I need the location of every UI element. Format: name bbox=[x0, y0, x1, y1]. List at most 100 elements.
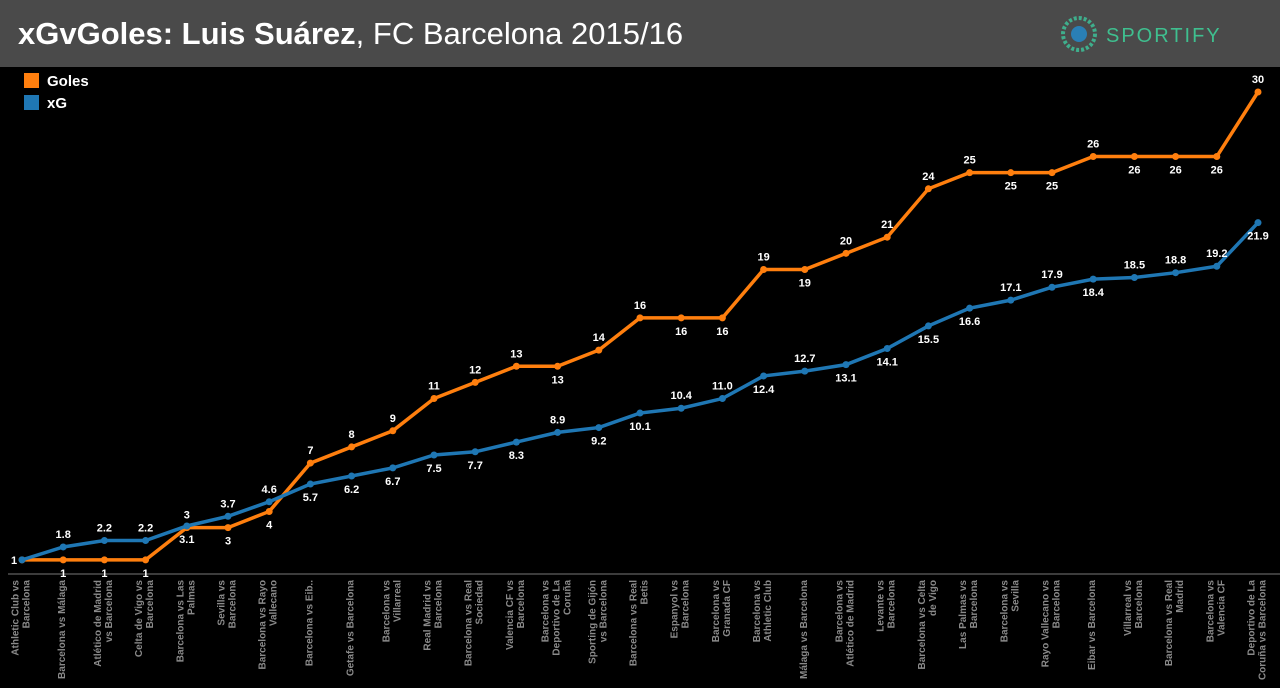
x-tick-label-line: Espanyol vs bbox=[670, 580, 681, 639]
point bbox=[966, 304, 974, 312]
point bbox=[389, 464, 397, 472]
point bbox=[471, 378, 479, 386]
point bbox=[966, 169, 974, 177]
x-tick-label: Barcelona vsAtlético de Madrid bbox=[835, 580, 857, 667]
point bbox=[842, 361, 850, 369]
point bbox=[265, 498, 273, 506]
x-tick-label: Barcelona vsValencia CF bbox=[1205, 580, 1227, 643]
data-label: 17.1 bbox=[1000, 282, 1021, 294]
point bbox=[801, 367, 809, 375]
data-label: 16 bbox=[716, 326, 728, 338]
x-tick-label-line: Barcelona vs Málaga bbox=[57, 580, 68, 679]
data-label: 18.8 bbox=[1165, 255, 1186, 267]
x-tick-label: Athletic Club vsBarcelona bbox=[11, 580, 33, 656]
x-tick-label-line: Palmas bbox=[186, 580, 197, 615]
point bbox=[883, 233, 891, 241]
data-label: 8 bbox=[349, 429, 355, 441]
x-tick-label: Rayo Vallecano vsBarcelona bbox=[1041, 580, 1063, 668]
x-tick-label: Barcelona vs RealSociedad bbox=[464, 580, 486, 666]
point bbox=[760, 372, 768, 380]
x-tick-label: Las Palmas vsBarcelona bbox=[958, 580, 980, 649]
x-tick-label: Real Madrid vsBarcelona bbox=[423, 580, 445, 651]
data-label: 18.4 bbox=[1082, 287, 1104, 299]
data-label: 18.5 bbox=[1124, 260, 1145, 272]
data-label: 5.7 bbox=[303, 492, 318, 504]
data-label: 26 bbox=[1087, 139, 1099, 151]
data-label: 1.8 bbox=[56, 529, 71, 541]
data-label: 2.2 bbox=[138, 523, 153, 535]
point bbox=[1213, 262, 1221, 270]
point bbox=[18, 556, 26, 564]
x-tick-label-line: Vallecano bbox=[269, 580, 280, 626]
x-tick-label: Sporting de Gijónvs Barcelona bbox=[587, 580, 609, 664]
data-label: 8.9 bbox=[550, 414, 565, 426]
point bbox=[1048, 283, 1056, 291]
point bbox=[677, 314, 685, 322]
x-tick-label: Villarreal vsBarcelona bbox=[1123, 580, 1145, 636]
x-tick-label-line: Barcelona vs bbox=[711, 580, 722, 643]
x-tick-label-line: Barcelona bbox=[22, 580, 33, 629]
x-tick-label: Barcelona vs RealMadrid bbox=[1164, 580, 1186, 666]
point bbox=[430, 395, 438, 403]
data-label: 19 bbox=[757, 251, 769, 263]
x-tick-label-line: Sevilla bbox=[1010, 580, 1021, 612]
data-label: 6.7 bbox=[385, 476, 400, 488]
data-label: 13 bbox=[510, 348, 522, 360]
data-label: 19.2 bbox=[1206, 248, 1227, 260]
series-line bbox=[21, 221, 1260, 562]
point bbox=[142, 556, 150, 564]
series-line bbox=[22, 91, 1260, 562]
data-label: 13 bbox=[551, 374, 563, 386]
point bbox=[636, 314, 644, 322]
point bbox=[100, 537, 108, 545]
data-label: 6.2 bbox=[344, 484, 359, 496]
x-tick-label-line: Barcelona vs bbox=[381, 580, 392, 643]
point bbox=[1172, 153, 1180, 161]
data-label: 11 bbox=[428, 381, 440, 393]
x-tick-label-line: Sociedad bbox=[475, 580, 486, 624]
x-tick-label: Barcelona vs LasPalmas bbox=[175, 580, 197, 663]
point bbox=[1254, 88, 1262, 96]
x-tick-label-line: Sporting de Gijón bbox=[587, 580, 598, 664]
x-tick-label-line: Levante vs bbox=[876, 580, 887, 632]
data-label: 13.1 bbox=[835, 373, 856, 385]
point bbox=[512, 362, 520, 370]
x-tick-label: Barcelona vs RealBetis bbox=[629, 580, 651, 667]
x-tick-label-line: Madrid bbox=[1175, 580, 1186, 613]
x-tick-label: Barcelona vs Málaga bbox=[57, 580, 68, 679]
data-label: 2.2 bbox=[97, 523, 112, 535]
title: xGvGoles: Luis Suárez bbox=[18, 16, 356, 51]
x-tick-label-line: Barcelona vs Real bbox=[1164, 580, 1175, 666]
data-label: 26 bbox=[1211, 165, 1223, 177]
point bbox=[142, 537, 150, 545]
x-tick-label: Barcelona vsDeportivo de LaCoruña bbox=[541, 580, 574, 656]
data-label: 16 bbox=[634, 300, 646, 312]
legend-swatch bbox=[24, 95, 39, 110]
x-tick-label-line: Barcelona bbox=[145, 580, 156, 629]
x-tick-label: Málaga vs Barcelona bbox=[799, 580, 810, 679]
data-label: 12.7 bbox=[794, 353, 815, 365]
x-tick-label-line: Barcelona vs Rayo bbox=[258, 580, 269, 670]
x-tick-label-line: Athletic Club vs bbox=[11, 580, 22, 656]
point bbox=[1089, 275, 1097, 283]
x-tick-label-line: Barcelona vs Real bbox=[629, 580, 640, 666]
data-label: 3.1 bbox=[179, 534, 194, 546]
point bbox=[554, 428, 562, 436]
x-tick-label-line: Barcelona vs bbox=[1205, 580, 1216, 643]
x-tick-label-line: Barcelona bbox=[434, 580, 445, 629]
x-tick-label-line: Barcelona vs Eib.. bbox=[304, 580, 315, 666]
x-tick-label-line: Barcelona vs Real bbox=[464, 580, 475, 666]
data-label: 3 bbox=[225, 536, 231, 548]
data-label: 26 bbox=[1169, 165, 1181, 177]
data-label: 10.4 bbox=[670, 390, 692, 402]
point bbox=[183, 522, 191, 530]
legend-label: Goles bbox=[47, 73, 89, 90]
x-tick-label: Barcelona vsSevilla bbox=[999, 580, 1021, 643]
data-label: 9 bbox=[390, 413, 396, 425]
data-label: 17.9 bbox=[1041, 269, 1062, 281]
chart-title: xGvGoles: Luis Suárez, FC Barcelona 2015… bbox=[18, 16, 683, 51]
point bbox=[512, 438, 520, 446]
data-label: 16.6 bbox=[959, 316, 980, 328]
x-tick-label-line: Celta de Vigo vs bbox=[134, 580, 145, 658]
x-tick-label-line: Málaga vs Barcelona bbox=[799, 580, 810, 679]
